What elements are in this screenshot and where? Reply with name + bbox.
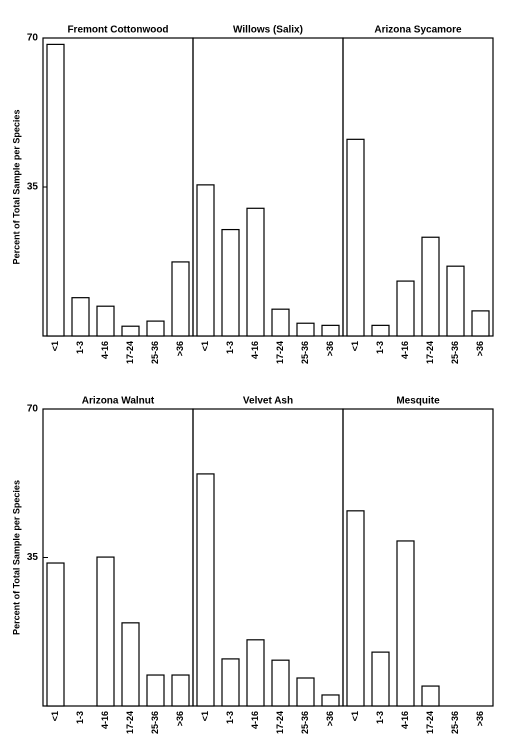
- x-tick-label: 1-3: [375, 341, 385, 354]
- x-tick-label: >36: [475, 341, 485, 356]
- y-tick-label: 70: [27, 404, 39, 415]
- bar: [46, 562, 65, 707]
- bar: [296, 677, 315, 707]
- x-tick-label: <1: [350, 341, 360, 351]
- panel-frame: [42, 408, 194, 707]
- bar: [296, 322, 315, 337]
- bar: [196, 184, 215, 337]
- bar: [146, 320, 165, 337]
- bar: [146, 674, 165, 707]
- x-tick-label: 25-36: [300, 711, 310, 734]
- panel-title: Fremont Cottonwood: [67, 25, 168, 36]
- panel-frame: [342, 37, 494, 337]
- x-tick-label: >36: [325, 341, 335, 356]
- panel-title: Mesquite: [396, 396, 440, 407]
- bar: [96, 305, 115, 337]
- x-tick-label: 1-3: [225, 711, 235, 724]
- bar: [346, 138, 365, 337]
- bar: [46, 43, 65, 337]
- y-tick-label: 70: [27, 33, 39, 44]
- bar: [121, 325, 140, 337]
- bar: [96, 556, 115, 707]
- bar: [271, 308, 290, 337]
- bar: [396, 280, 415, 337]
- x-tick-label: 4-16: [100, 341, 110, 359]
- x-tick-label: 1-3: [375, 711, 385, 724]
- bar: [171, 674, 190, 707]
- x-tick-label: 1-3: [75, 711, 85, 724]
- x-tick-label: 17-24: [125, 711, 135, 734]
- x-tick-label: 25-36: [150, 341, 160, 364]
- x-tick-label: 1-3: [225, 341, 235, 354]
- x-tick-label: <1: [200, 341, 210, 351]
- x-tick-label: 25-36: [300, 341, 310, 364]
- x-tick-label: <1: [350, 711, 360, 721]
- y-tick-label: 35: [27, 552, 39, 563]
- bar: [121, 622, 140, 707]
- bar: [421, 236, 440, 337]
- bar: [196, 473, 215, 707]
- panel-frame: [192, 408, 344, 707]
- bar: [321, 694, 340, 707]
- bar: [371, 324, 390, 337]
- x-tick-label: 17-24: [425, 711, 435, 734]
- x-tick-label: >36: [475, 711, 485, 726]
- x-tick-label: 4-16: [250, 341, 260, 359]
- panel-frame: [42, 37, 194, 337]
- x-tick-label: >36: [175, 711, 185, 726]
- x-tick-label: 17-24: [275, 341, 285, 364]
- x-tick-label: <1: [200, 711, 210, 721]
- bar: [471, 310, 490, 337]
- bar: [446, 265, 465, 337]
- x-tick-label: 4-16: [400, 711, 410, 729]
- panel-title: Velvet Ash: [243, 396, 293, 407]
- panel-frame: [342, 408, 494, 707]
- bar: [221, 228, 240, 337]
- panel-title: Willows (Salix): [233, 25, 303, 36]
- x-tick-label: 4-16: [400, 341, 410, 359]
- x-tick-label: <1: [50, 341, 60, 351]
- x-tick-label: 17-24: [425, 341, 435, 364]
- x-tick-label: 17-24: [275, 711, 285, 734]
- x-tick-label: 4-16: [250, 711, 260, 729]
- bar: [346, 510, 365, 707]
- x-tick-label: >36: [325, 711, 335, 726]
- bar: [421, 685, 440, 707]
- x-tick-label: 25-36: [450, 711, 460, 734]
- panel-frame: [192, 37, 344, 337]
- bar: [271, 659, 290, 707]
- x-tick-label: <1: [50, 711, 60, 721]
- x-tick-label: 17-24: [125, 341, 135, 364]
- x-tick-label: >36: [175, 341, 185, 356]
- x-tick-label: 1-3: [75, 341, 85, 354]
- y-tick-label: 35: [27, 182, 39, 193]
- panel-title: Arizona Walnut: [82, 396, 155, 407]
- y-axis-label: Percent of Total Sample per Species: [11, 110, 21, 265]
- bar: [371, 651, 390, 707]
- bar: [71, 297, 90, 337]
- y-axis-label: Percent of Total Sample per Species: [11, 480, 21, 635]
- bar: [396, 540, 415, 707]
- bar: [246, 207, 265, 337]
- panel-title: Arizona Sycamore: [374, 25, 462, 36]
- x-tick-label: 25-36: [450, 341, 460, 364]
- bar: [171, 261, 190, 337]
- x-tick-label: 25-36: [150, 711, 160, 734]
- x-tick-label: 4-16: [100, 711, 110, 729]
- bar: [321, 324, 340, 337]
- bar: [246, 639, 265, 707]
- bar: [221, 658, 240, 707]
